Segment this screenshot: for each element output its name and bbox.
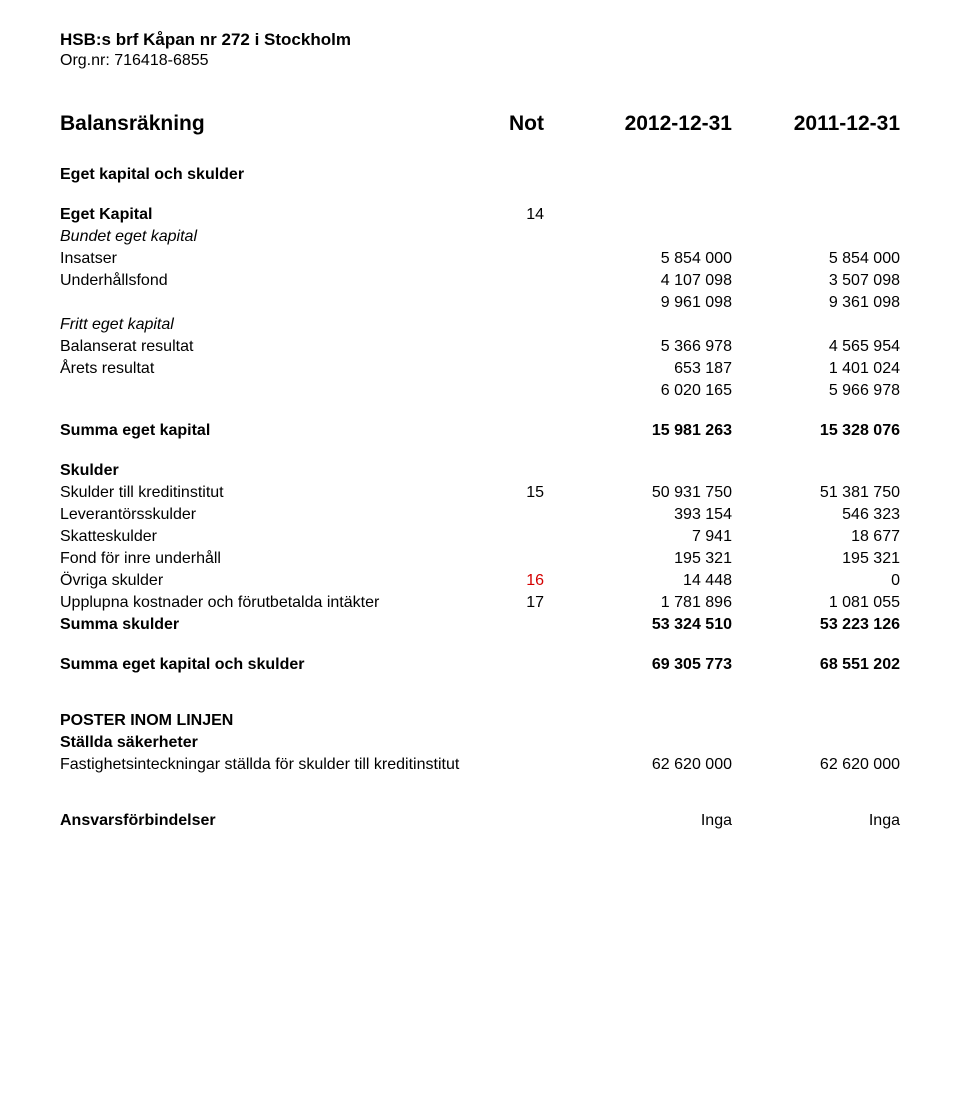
fritt-sum-row: 6 020 165 5 966 978 <box>60 380 900 402</box>
row-y2: Inga <box>732 810 900 832</box>
balanserat-row: Balanserat resultat 5 366 978 4 565 954 <box>60 336 900 358</box>
stallda-row: Ställda säkerheter <box>60 732 900 754</box>
row-note: 15 <box>497 482 564 504</box>
section-heading: Eget kapital och skulder <box>60 164 497 186</box>
upplupna-row: Upplupna kostnader och förutbetalda intä… <box>60 592 900 614</box>
row-label: Leverantörsskulder <box>60 504 497 526</box>
underhallsfond-row: Underhållsfond 4 107 098 3 507 098 <box>60 270 900 292</box>
row-y2: 62 620 000 <box>732 754 900 776</box>
row-label: Ställda säkerheter <box>60 732 497 754</box>
row-y2: 68 551 202 <box>732 654 900 676</box>
bundet-sum-row: 9 961 098 9 361 098 <box>60 292 900 314</box>
org-number: Org.nr: 716418-6855 <box>60 52 900 70</box>
arets-row: Årets resultat 653 187 1 401 024 <box>60 358 900 380</box>
row-note: 17 <box>497 592 564 614</box>
row-y1: 6 020 165 <box>564 380 732 402</box>
row-label: Summa eget kapital <box>60 420 497 442</box>
row-label: Skulder <box>60 460 497 482</box>
row-y2: 0 <box>732 570 900 592</box>
row-y1: 53 324 510 <box>564 614 732 636</box>
ovriga-row: Övriga skulder 16 14 448 0 <box>60 570 900 592</box>
row-y1: 653 187 <box>564 358 732 380</box>
row-y1: 14 448 <box>564 570 732 592</box>
lever-row: Leverantörsskulder 393 154 546 323 <box>60 504 900 526</box>
row-label: Fastighetsinteckningar ställda för skuld… <box>60 754 497 776</box>
row-y2: 546 323 <box>732 504 900 526</box>
insatser-row: Insatser 5 854 000 5 854 000 <box>60 248 900 270</box>
row-y2: 15 328 076 <box>732 420 900 442</box>
row-label: Insatser <box>60 248 497 270</box>
row-label: Eget Kapital <box>60 204 497 226</box>
row-label: Ansvarsförbindelser <box>60 810 497 832</box>
row-y1: 62 620 000 <box>564 754 732 776</box>
balance-table: Balansräkning Not 2012-12-31 2011-12-31 … <box>60 110 900 832</box>
skatt-row: Skatteskulder 7 941 18 677 <box>60 526 900 548</box>
row-label: Övriga skulder <box>60 570 497 592</box>
row-label: POSTER INOM LINJEN <box>60 710 497 732</box>
row-y2: 1 401 024 <box>732 358 900 380</box>
row-y1: 69 305 773 <box>564 654 732 676</box>
row-label: Upplupna kostnader och förutbetalda intä… <box>60 592 497 614</box>
row-label: Skulder till kreditinstitut <box>60 482 497 504</box>
row-label: Balanserat resultat <box>60 336 497 358</box>
row-y1: 1 781 896 <box>564 592 732 614</box>
row-y1: 195 321 <box>564 548 732 570</box>
row-y2: 18 677 <box>732 526 900 548</box>
row-label: Summa skulder <box>60 614 497 636</box>
skulder-header-row: Skulder <box>60 460 900 482</box>
fond-row: Fond för inre underhåll 195 321 195 321 <box>60 548 900 570</box>
org-name: HSB:s brf Kåpan nr 272 i Stockholm <box>60 30 900 50</box>
eget-kapital-row: Eget Kapital 14 <box>60 204 900 226</box>
row-note: 14 <box>497 204 564 226</box>
summa-skulder-row: Summa skulder 53 324 510 53 223 126 <box>60 614 900 636</box>
row-label: Bundet eget kapital <box>60 226 497 248</box>
row-y1: Inga <box>564 810 732 832</box>
row-label: Fond för inre underhåll <box>60 548 497 570</box>
row-y1: 50 931 750 <box>564 482 732 504</box>
page: HSB:s brf Kåpan nr 272 i Stockholm Org.n… <box>0 0 960 1106</box>
row-y2: 51 381 750 <box>732 482 900 504</box>
row-y1: 4 107 098 <box>564 270 732 292</box>
row-label: Underhållsfond <box>60 270 497 292</box>
note-header: Not <box>497 110 564 164</box>
row-y1: 7 941 <box>564 526 732 548</box>
row-y2: 9 361 098 <box>732 292 900 314</box>
row-y2: 195 321 <box>732 548 900 570</box>
report-title: Balansräkning <box>60 110 497 164</box>
row-y2: 5 966 978 <box>732 380 900 402</box>
row-y2: 4 565 954 <box>732 336 900 358</box>
table-header-row: Balansräkning Not 2012-12-31 2011-12-31 <box>60 110 900 164</box>
row-label: Årets resultat <box>60 358 497 380</box>
poster-row: POSTER INOM LINJEN <box>60 710 900 732</box>
row-y2: 3 507 098 <box>732 270 900 292</box>
year1-header: 2012-12-31 <box>564 110 732 164</box>
bundet-row: Bundet eget kapital <box>60 226 900 248</box>
row-y1: 393 154 <box>564 504 732 526</box>
year2-header: 2011-12-31 <box>732 110 900 164</box>
row-note: 16 <box>497 570 564 592</box>
row-label: Skatteskulder <box>60 526 497 548</box>
row-y1: 15 981 263 <box>564 420 732 442</box>
section-row: Eget kapital och skulder <box>60 164 900 186</box>
row-y2: 1 081 055 <box>732 592 900 614</box>
summa-eks-row: Summa eget kapital och skulder 69 305 77… <box>60 654 900 676</box>
fritt-row: Fritt eget kapital <box>60 314 900 336</box>
row-y2: 53 223 126 <box>732 614 900 636</box>
summa-eget-row: Summa eget kapital 15 981 263 15 328 076 <box>60 420 900 442</box>
ansvar-row: Ansvarsförbindelser Inga Inga <box>60 810 900 832</box>
row-y1: 5 366 978 <box>564 336 732 358</box>
row-y2: 5 854 000 <box>732 248 900 270</box>
row-y1: 5 854 000 <box>564 248 732 270</box>
row-y1: 9 961 098 <box>564 292 732 314</box>
row-label: Summa eget kapital och skulder <box>60 654 497 676</box>
row-label: Fritt eget kapital <box>60 314 497 336</box>
kredit-row: Skulder till kreditinstitut 15 50 931 75… <box>60 482 900 504</box>
fastighet-row: Fastighetsinteckningar ställda för skuld… <box>60 754 900 776</box>
